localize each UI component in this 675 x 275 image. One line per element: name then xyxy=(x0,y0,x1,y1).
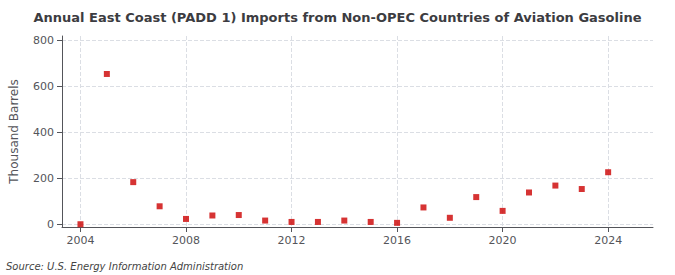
svg-text:Thousand Barrels: Thousand Barrels xyxy=(7,79,21,184)
svg-text:200: 200 xyxy=(33,172,54,185)
svg-text:2016: 2016 xyxy=(383,234,411,247)
svg-text:2012: 2012 xyxy=(278,234,306,247)
svg-text:Source: U.S. Energy Informatio: Source: U.S. Energy Information Administ… xyxy=(6,261,243,272)
svg-text:400: 400 xyxy=(33,126,54,139)
svg-text:2008: 2008 xyxy=(172,234,200,247)
svg-text:0: 0 xyxy=(47,218,54,231)
svg-text:2020: 2020 xyxy=(489,234,517,247)
svg-text:800: 800 xyxy=(33,34,54,47)
svg-text:2004: 2004 xyxy=(66,234,94,247)
svg-text:Annual East Coast (PADD 1) Imp: Annual East Coast (PADD 1) Imports from … xyxy=(34,10,642,25)
svg-text:2024: 2024 xyxy=(594,234,622,247)
svg-text:600: 600 xyxy=(33,80,54,93)
